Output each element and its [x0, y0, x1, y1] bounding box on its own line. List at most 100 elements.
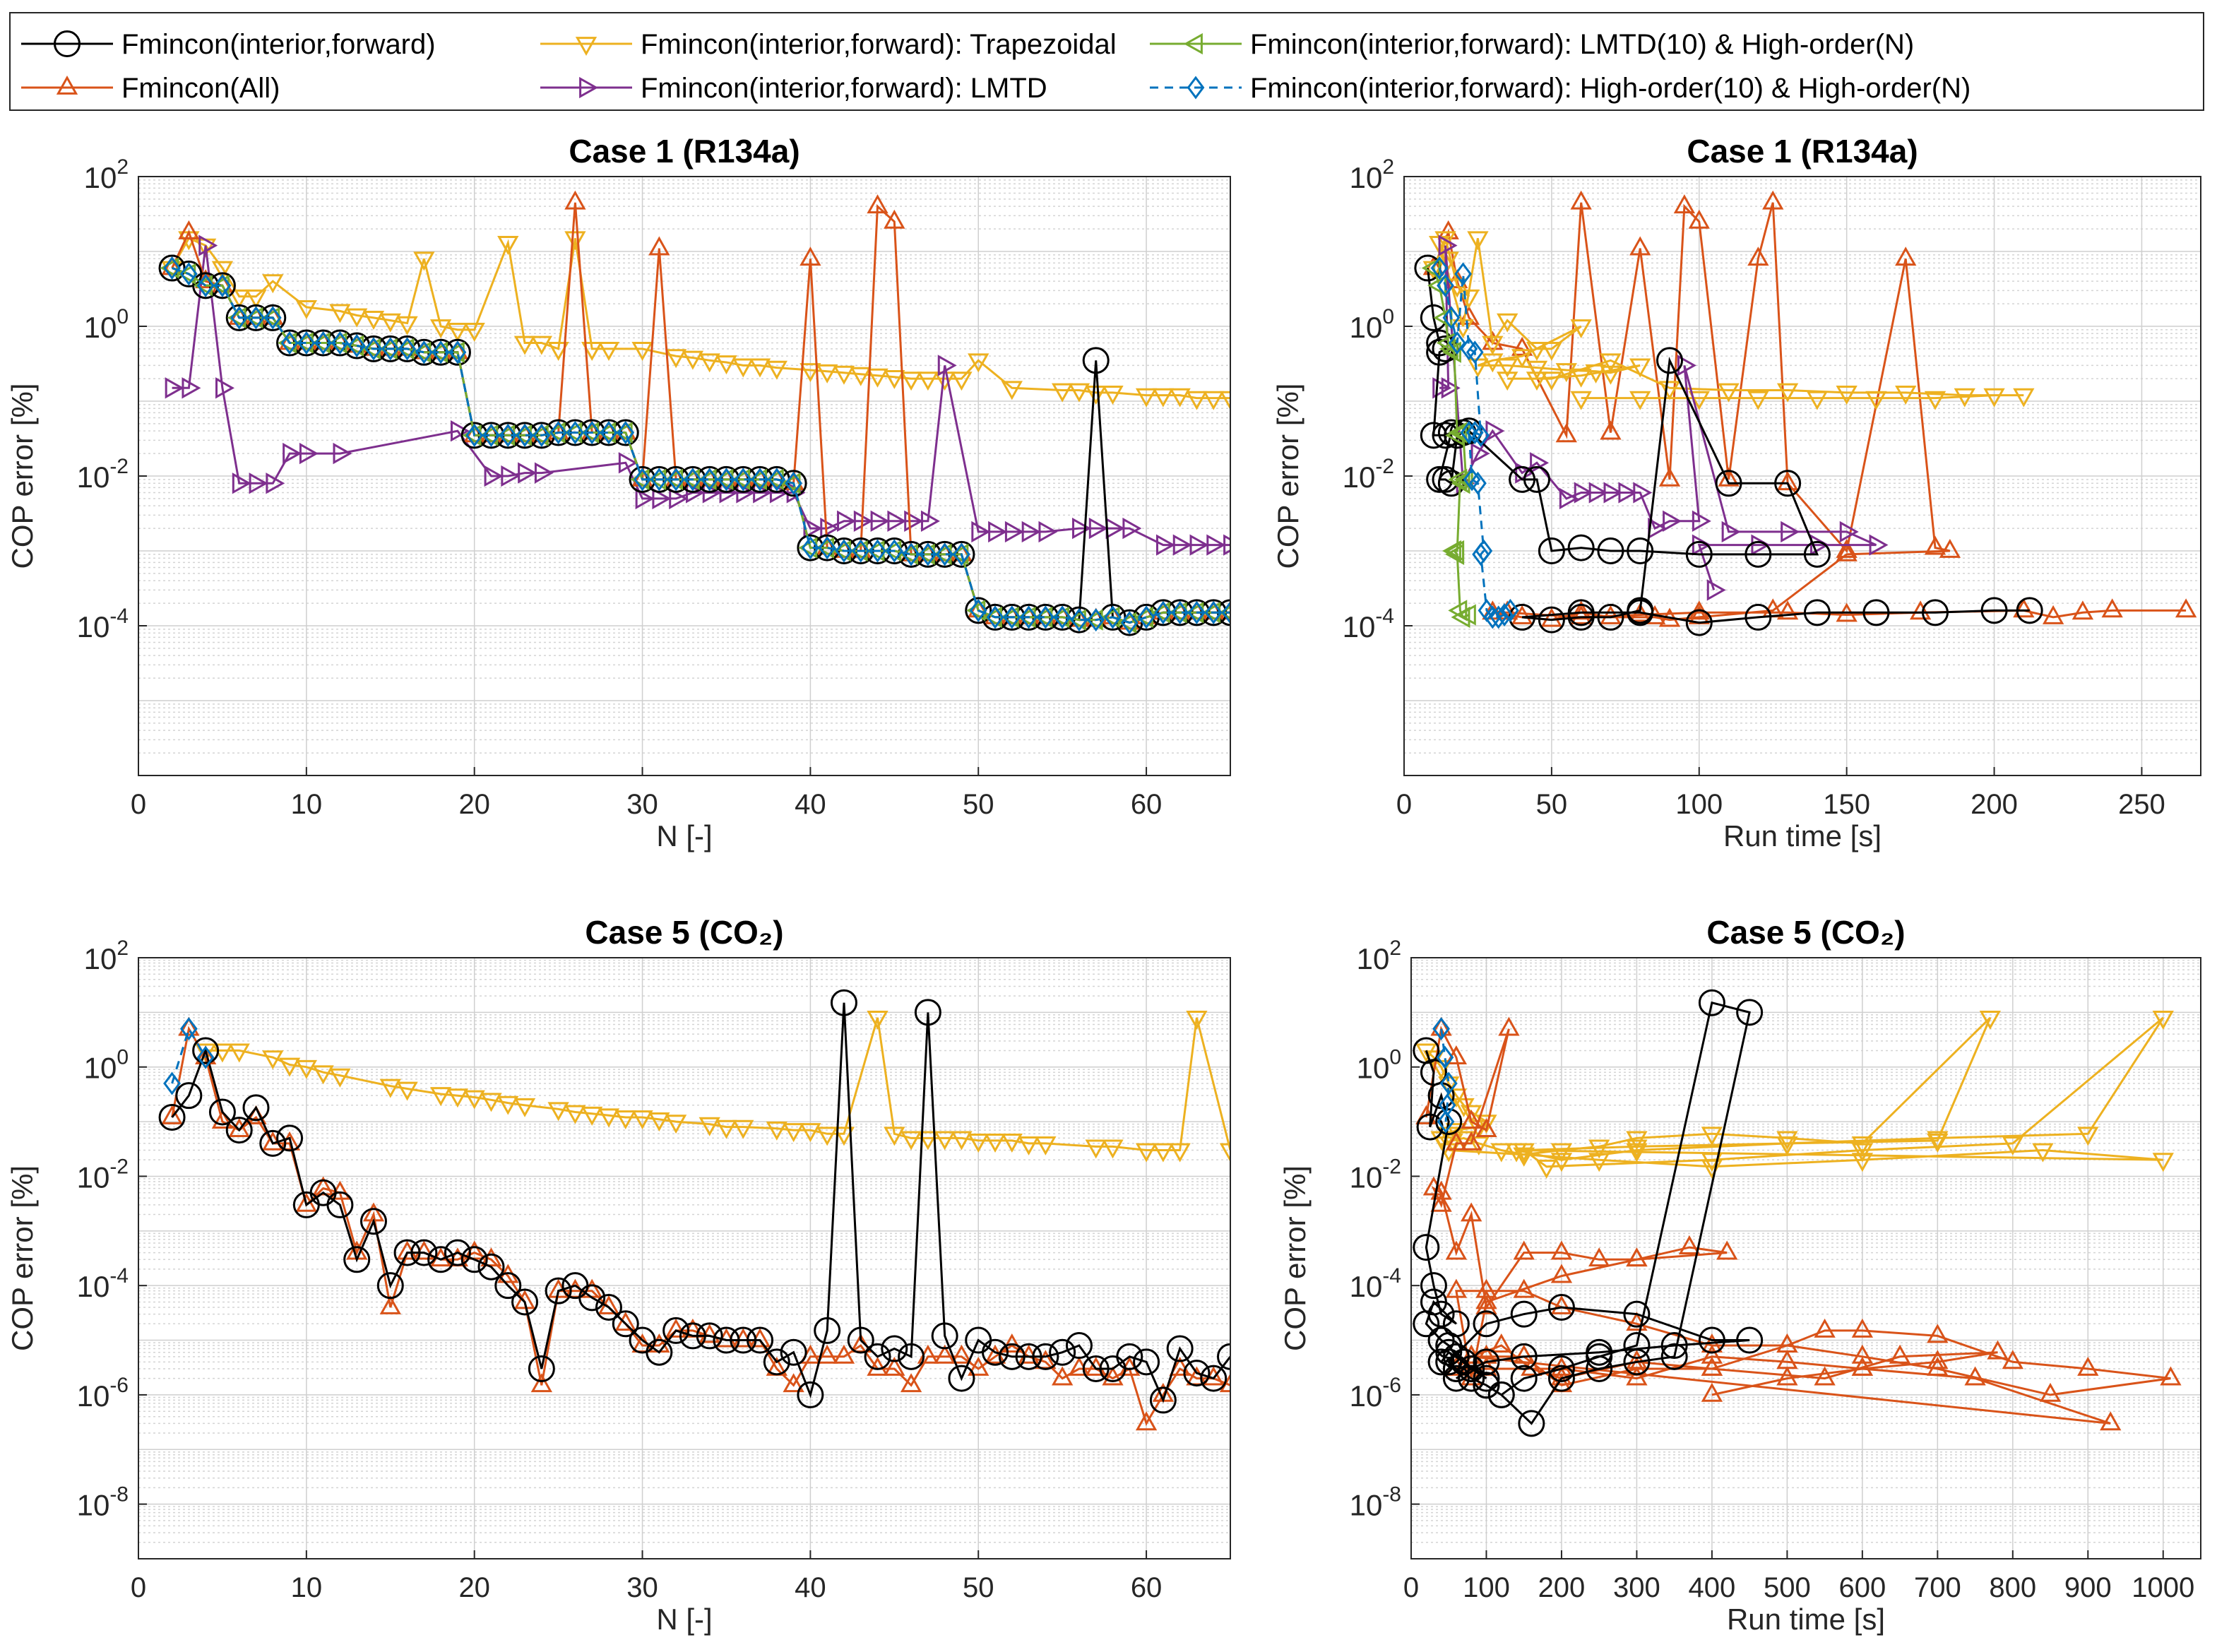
data-point	[1217, 1343, 1230, 1370]
data-point	[830, 989, 857, 1016]
legend-label: Fmincon(interior,forward)	[121, 29, 436, 60]
data-point	[1413, 1234, 1440, 1261]
data-point	[182, 377, 201, 399]
data-point	[867, 368, 888, 388]
data-point	[1475, 1118, 1497, 1137]
data-point	[1460, 337, 1478, 361]
data-point	[1451, 422, 1470, 444]
x-tick-label: 0	[131, 1572, 146, 1603]
data-point	[211, 261, 234, 280]
data-point	[1218, 605, 1230, 619]
data-point	[768, 468, 786, 492]
data-point	[1219, 1143, 1230, 1163]
chart-title: Case 5 (CO₂)	[1706, 914, 1905, 951]
legend-marker	[1187, 76, 1205, 100]
series-fmincon-interior-forward-high-order-10-high-order-n	[1430, 256, 1519, 629]
data-point	[665, 1318, 687, 1338]
data-point	[968, 353, 989, 373]
data-point	[513, 335, 536, 355]
data-point	[578, 1284, 606, 1312]
data-point	[228, 289, 250, 309]
x-tick-label: 20	[458, 1572, 490, 1603]
data-point	[1088, 517, 1108, 540]
data-point	[1221, 600, 1230, 624]
data-point	[395, 338, 415, 360]
data-point	[1803, 599, 1831, 626]
data-point	[1559, 487, 1579, 510]
data-point	[998, 1343, 1026, 1370]
data-point	[230, 306, 249, 330]
data-point	[178, 220, 200, 239]
x-tick-label: 60	[1131, 1572, 1163, 1603]
y-tick-label: 100	[84, 305, 129, 344]
data-point	[1432, 1017, 1450, 1041]
data-point	[715, 355, 737, 375]
data-point	[1869, 534, 1889, 556]
y-tick-label: 10-4	[1343, 605, 1394, 643]
data-point	[1154, 600, 1172, 624]
data-point	[1420, 1272, 1447, 1300]
data-point	[1588, 482, 1608, 504]
data-point	[465, 423, 484, 447]
data-point	[881, 1335, 908, 1362]
series-fmincon-interior-forward	[158, 989, 1230, 1414]
data-point	[969, 598, 987, 622]
data-point	[1511, 605, 1533, 624]
data-point	[1442, 1355, 1470, 1382]
data-point	[1169, 1143, 1191, 1163]
data-point	[1102, 1366, 1124, 1386]
data-point	[1600, 365, 1622, 385]
data-point	[837, 510, 857, 532]
data-point	[833, 1127, 855, 1146]
data-point	[598, 1108, 620, 1128]
data-point	[1762, 190, 1784, 210]
data-point	[634, 468, 651, 492]
x-tick-label: 700	[1914, 1572, 1961, 1603]
data-point	[445, 341, 465, 363]
data-point	[1122, 517, 1142, 540]
data-point	[850, 367, 872, 386]
data-point	[297, 331, 316, 355]
data-point	[1051, 383, 1074, 403]
data-point	[783, 1373, 804, 1393]
grid	[1411, 958, 2201, 1559]
data-point	[295, 1059, 318, 1079]
data-point	[1487, 1381, 1515, 1408]
data-point	[1939, 538, 1961, 558]
series-fmincon-interior-forward-high-order-10-high-order-n	[163, 1017, 215, 1095]
data-point	[1626, 1143, 1648, 1163]
data-point	[1446, 278, 1468, 298]
data-point	[1461, 1202, 1482, 1222]
data-point	[1020, 605, 1038, 629]
data-point	[614, 1110, 636, 1130]
data-point	[1001, 381, 1023, 400]
data-point	[511, 1288, 539, 1316]
data-point	[1698, 1326, 1725, 1354]
y-tick-label: 102	[84, 155, 129, 194]
data-point	[1597, 537, 1624, 564]
data-point	[530, 335, 552, 355]
legend-marker	[575, 37, 598, 57]
data-point	[696, 1322, 723, 1350]
data-point	[1490, 605, 1508, 629]
data-point	[1701, 1356, 1723, 1376]
data-point	[1685, 609, 1713, 636]
data-point	[1701, 1382, 1723, 1402]
data-point	[2002, 1350, 2023, 1369]
data-point	[1445, 1088, 1468, 1108]
series-group	[158, 190, 1230, 636]
data-point	[1134, 606, 1153, 629]
data-point	[1490, 1333, 1512, 1353]
data-point	[283, 442, 302, 465]
data-point	[1623, 1348, 1651, 1376]
data-point	[444, 1239, 471, 1266]
y-axis-label: COP error [%]	[6, 384, 39, 569]
data-point	[1475, 1115, 1497, 1134]
data-point	[581, 342, 603, 361]
data-point	[2101, 598, 2123, 618]
data-point	[1085, 386, 1107, 405]
data-point	[1456, 604, 1476, 626]
data-point	[278, 1057, 301, 1077]
data-point	[1510, 1365, 1538, 1392]
x-tick-label: 500	[1764, 1572, 1811, 1603]
